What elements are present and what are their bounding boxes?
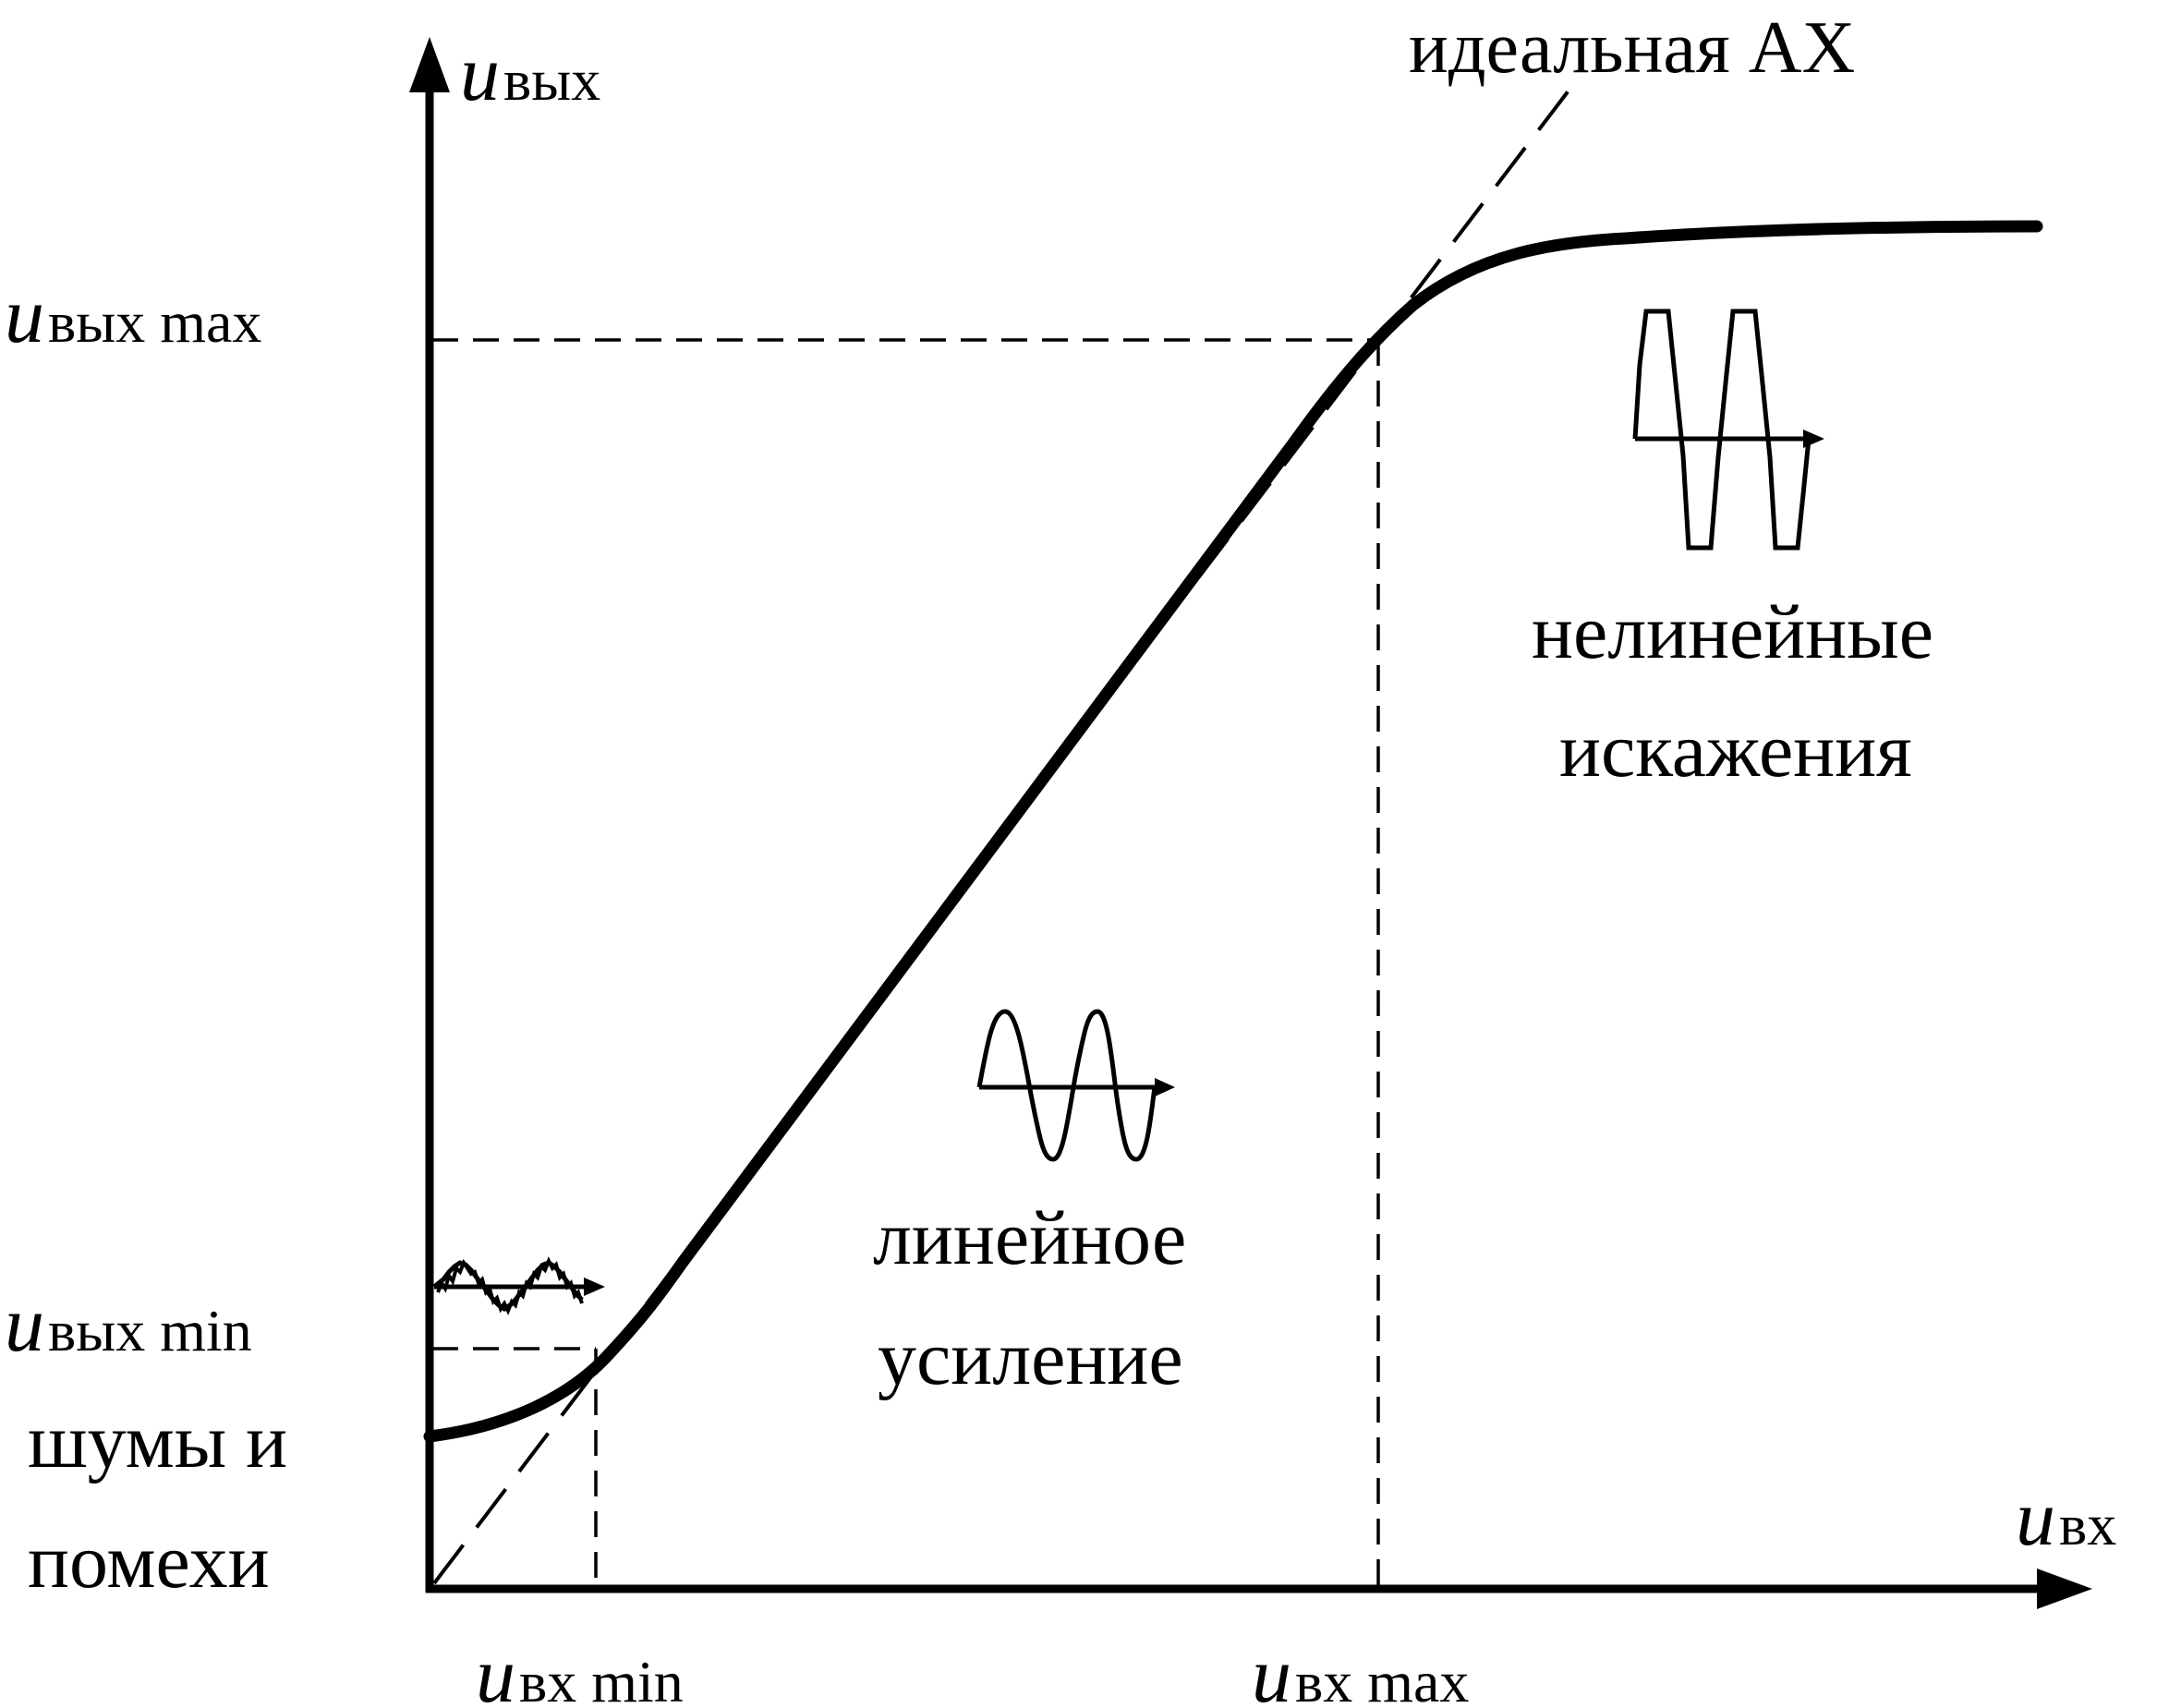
y-axis-symbol: u	[460, 29, 500, 117]
noisy-sine-wave-icon	[432, 1256, 605, 1315]
y-tick-min-symbol: u	[5, 1279, 44, 1368]
x-tick-min-symbol: u	[476, 1630, 515, 1708]
y-tick-min-subscript: вых min	[48, 1298, 252, 1363]
x-tick-max-symbol: u	[1252, 1630, 1291, 1708]
x-tick-max-label: uвх max	[1252, 1630, 1469, 1708]
y-tick-max-label: uвых max	[5, 271, 261, 359]
svg-text:uвх max: uвх max	[1252, 1630, 1469, 1708]
x-axis-symbol: u	[2016, 1473, 2055, 1562]
y-axis-subscript: вых	[503, 47, 600, 113]
noise-label-line2: помехи	[28, 1519, 270, 1605]
x-tick-min-subscript: вх min	[519, 1649, 684, 1708]
x-axis-subscript: вх	[2059, 1492, 2116, 1557]
y-tick-min-label: uвых min	[5, 1279, 252, 1368]
linear-label-line2: усиление	[878, 1315, 1183, 1401]
ideal-characteristic-label: идеальная АХ	[1409, 7, 1855, 89]
axes	[409, 37, 2092, 1609]
y-axis-arrowhead	[409, 37, 450, 92]
nonlinear-label-line1: нелинейные	[1532, 589, 1933, 675]
svg-text:uвх: uвх	[2016, 1473, 2116, 1562]
x-axis-label: uвх	[2016, 1473, 2116, 1562]
real-characteristic-curve	[423, 220, 2043, 1443]
y-tick-max-symbol: u	[5, 271, 44, 359]
svg-text:uвых max: uвых max	[5, 271, 261, 359]
x-axis-arrowhead	[2037, 1569, 2092, 1609]
x-tick-max-subscript: вх max	[1295, 1649, 1469, 1708]
sine-wave-icon	[976, 1009, 1175, 1162]
svg-text:uвых min: uвых min	[5, 1279, 252, 1368]
svg-text:uвых: uвых	[460, 29, 600, 117]
linear-label-line1: линейное	[873, 1195, 1186, 1281]
noise-label-line1: шумы и	[28, 1399, 287, 1484]
nonlinear-label-line2: искажения	[1559, 708, 1912, 793]
guide-lines	[432, 338, 1380, 1585]
x-tick-min-label: uвх min	[476, 1630, 684, 1708]
clipped-wave-icon	[1632, 309, 1824, 551]
svg-text:uвх min: uвх min	[476, 1630, 684, 1708]
y-axis-label: uвых	[460, 29, 600, 117]
y-tick-max-subscript: вых max	[48, 289, 261, 355]
